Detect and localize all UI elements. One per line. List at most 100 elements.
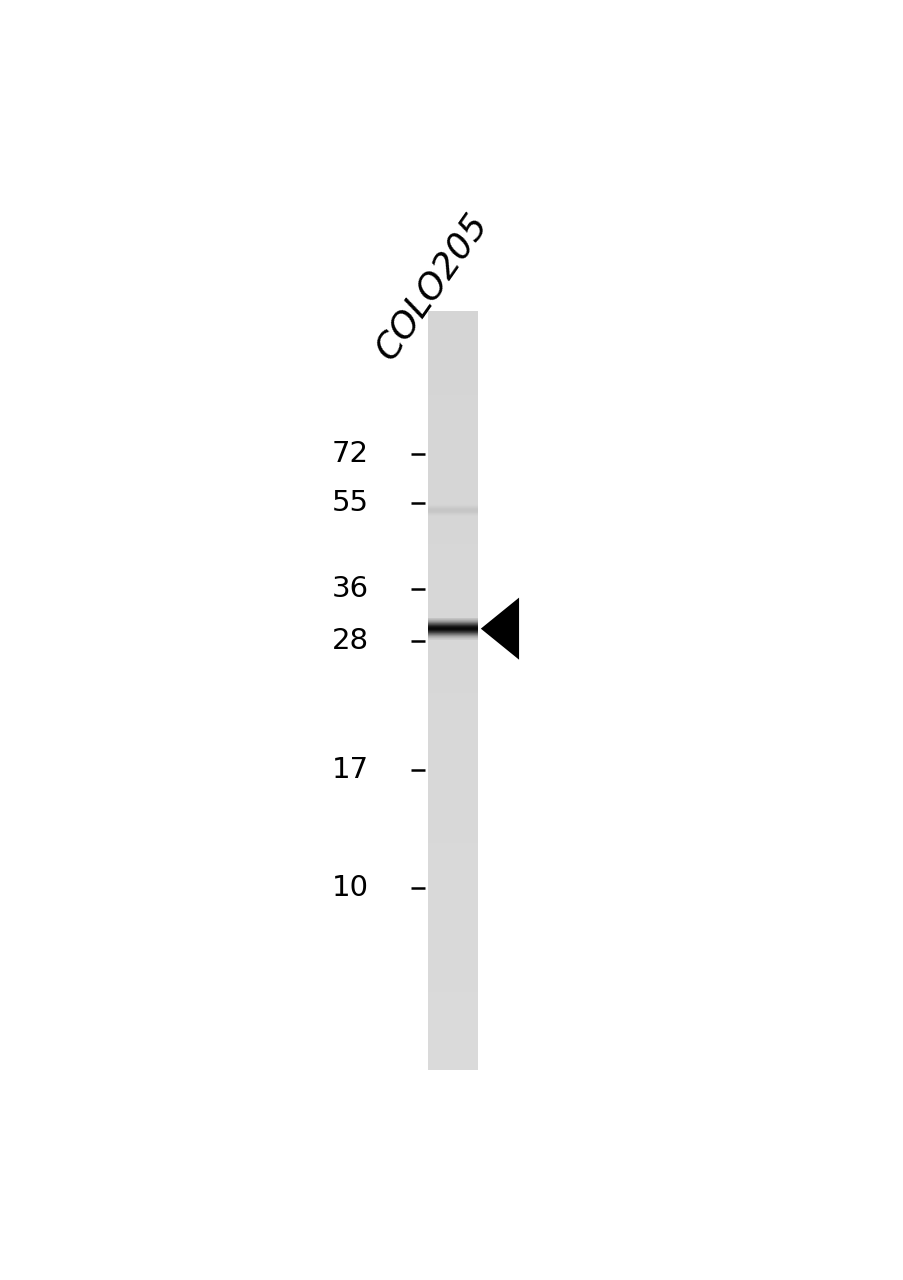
Bar [427, 541, 478, 544]
Bar [427, 746, 478, 749]
Text: 55: 55 [331, 489, 368, 517]
Bar [427, 1044, 478, 1047]
Bar [427, 905, 478, 909]
Bar [427, 371, 478, 375]
Bar [427, 500, 478, 503]
Bar [427, 580, 478, 582]
Bar [427, 337, 478, 339]
Bar [427, 893, 478, 896]
Bar [427, 804, 478, 808]
Bar [427, 969, 478, 972]
Bar [427, 891, 478, 893]
Bar [427, 417, 478, 420]
Bar [427, 899, 478, 901]
Bar [427, 360, 478, 362]
Bar [427, 635, 478, 637]
Bar [427, 591, 478, 595]
Text: 17: 17 [331, 755, 368, 783]
Bar [427, 531, 478, 534]
Bar [427, 534, 478, 536]
Bar [427, 440, 478, 443]
Bar [427, 461, 478, 463]
Bar [427, 855, 478, 858]
Bar [427, 910, 478, 914]
Text: 36: 36 [331, 575, 368, 603]
Polygon shape [480, 598, 518, 659]
Bar [427, 660, 478, 663]
Bar [427, 645, 478, 648]
Bar [427, 420, 478, 422]
Bar [427, 799, 478, 803]
Bar [427, 774, 478, 777]
Bar [427, 733, 478, 736]
Bar [427, 881, 478, 883]
Bar [427, 415, 478, 417]
Bar [427, 751, 478, 754]
Bar [427, 529, 478, 531]
Bar [427, 769, 478, 772]
Bar [427, 681, 478, 684]
Bar [427, 445, 478, 448]
Bar [427, 362, 478, 365]
Bar [427, 785, 478, 787]
Bar [427, 698, 478, 701]
Bar [427, 972, 478, 974]
Bar [427, 695, 478, 699]
Bar [427, 901, 478, 904]
Bar [427, 668, 478, 671]
Bar [427, 640, 478, 643]
Bar [427, 749, 478, 751]
Bar [427, 402, 478, 404]
Bar [427, 617, 478, 620]
Bar [427, 896, 478, 899]
Bar [427, 650, 478, 653]
Bar [427, 946, 478, 948]
Bar [427, 886, 478, 888]
Bar [427, 1060, 478, 1062]
Bar [427, 847, 478, 850]
Bar [427, 448, 478, 451]
Bar [427, 483, 478, 486]
Bar [427, 596, 478, 600]
Bar [427, 977, 478, 979]
Bar [427, 671, 478, 673]
Bar [427, 620, 478, 622]
Bar [427, 832, 478, 835]
Bar [427, 860, 478, 863]
Bar [427, 539, 478, 541]
Bar [427, 655, 478, 658]
Bar [427, 508, 478, 511]
Bar [427, 756, 478, 759]
Bar [427, 764, 478, 767]
Bar [427, 951, 478, 954]
Bar [427, 607, 478, 609]
Bar [427, 915, 478, 919]
Bar [427, 767, 478, 769]
Bar [427, 966, 478, 969]
Bar [427, 648, 478, 650]
Bar [427, 1010, 478, 1012]
Bar [427, 389, 478, 392]
Bar [427, 1052, 478, 1055]
Bar [427, 594, 478, 598]
Bar [427, 575, 478, 577]
Bar [427, 1007, 478, 1010]
Bar [427, 329, 478, 332]
Bar [427, 1024, 478, 1028]
Bar [427, 710, 478, 713]
Bar [427, 961, 478, 964]
Bar [427, 852, 478, 855]
Bar [427, 476, 478, 479]
Bar [427, 819, 478, 822]
Bar [427, 319, 478, 321]
Bar [427, 609, 478, 612]
Bar [427, 376, 478, 380]
Bar [427, 780, 478, 782]
Bar [427, 513, 478, 516]
Bar [427, 438, 478, 440]
Bar [427, 602, 478, 604]
Bar [427, 604, 478, 607]
Bar [427, 453, 478, 456]
Bar [427, 422, 478, 425]
Bar [427, 658, 478, 660]
